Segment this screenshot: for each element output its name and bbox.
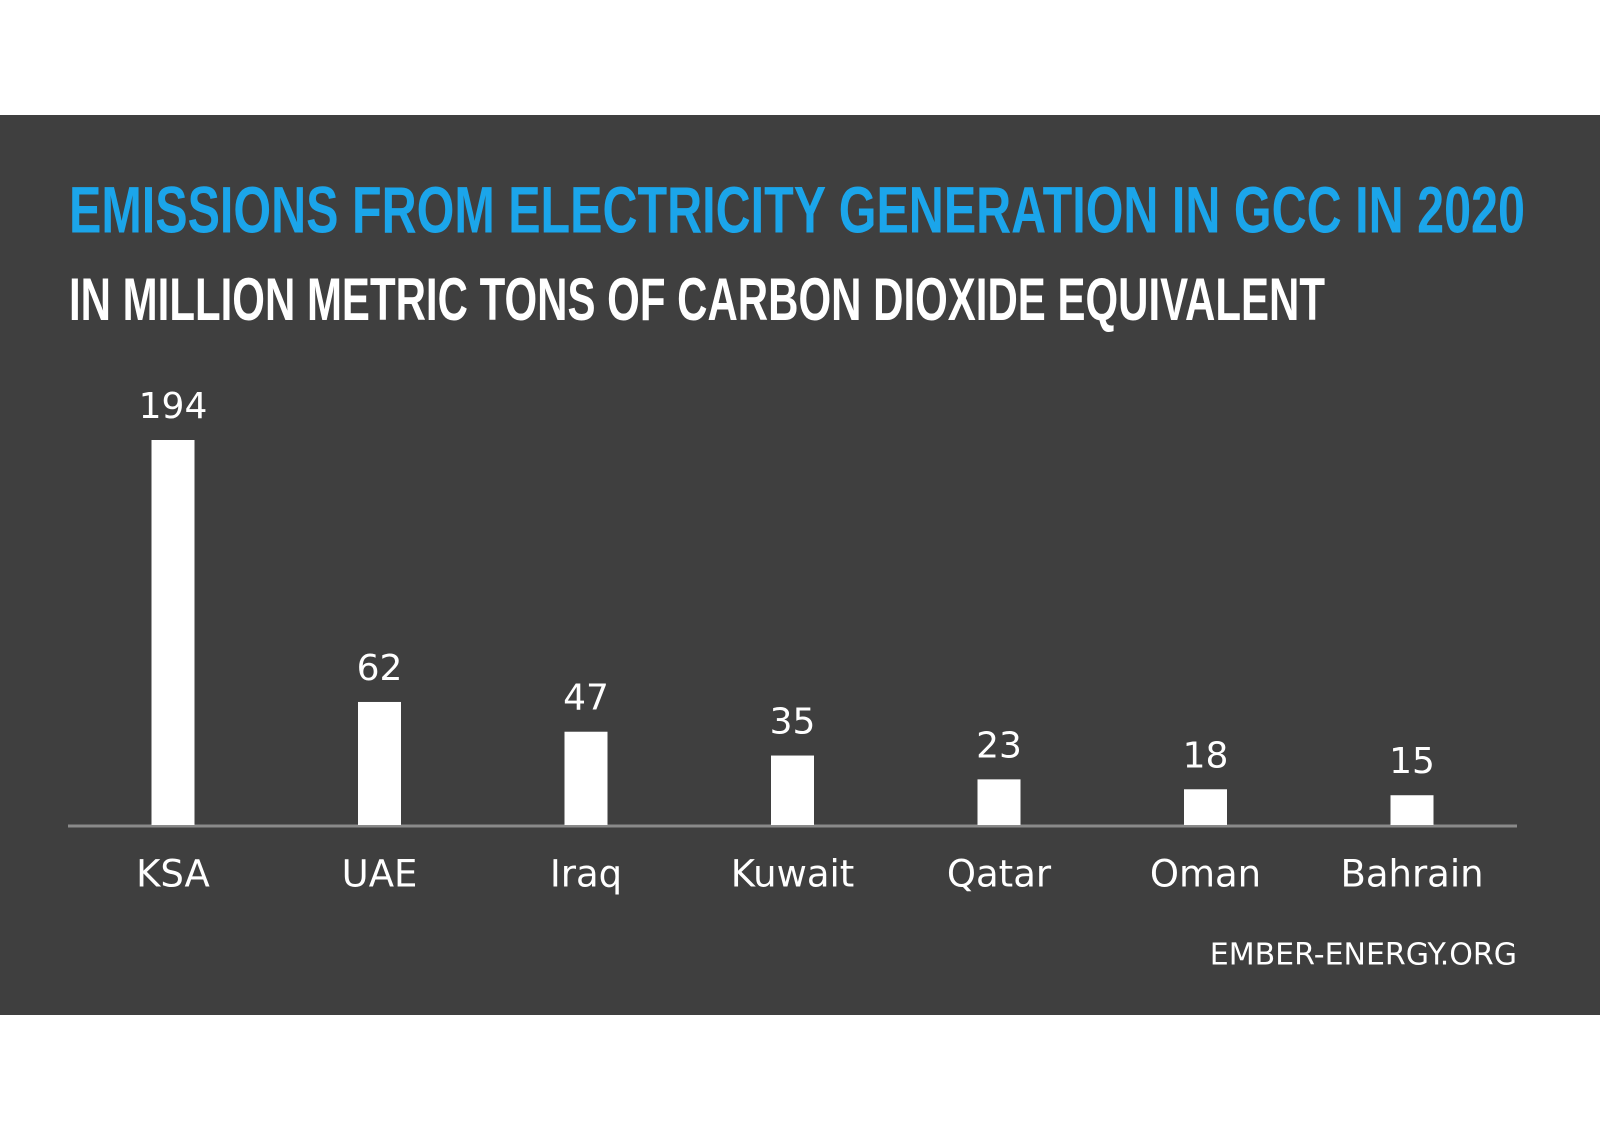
value-label: 23 (976, 725, 1022, 766)
x-tick-label: Qatar (947, 853, 1052, 896)
bar (151, 440, 195, 825)
source: EMBER-ENERGY.ORG (1210, 938, 1517, 973)
chart-subtitle: IN MILLION METRIC TONS OF CARBON DIOXIDE… (69, 266, 1325, 333)
bar (1184, 789, 1227, 825)
chart-panel (0, 115, 1600, 1015)
bar (771, 755, 814, 825)
value-label: 62 (357, 648, 403, 689)
value-label: 15 (1389, 741, 1435, 782)
value-label: 194 (139, 386, 208, 427)
x-tick-label: Kuwait (731, 853, 855, 896)
x-tick-label: Bahrain (1340, 853, 1483, 896)
x-tick-label: Oman (1150, 853, 1261, 896)
bar (977, 779, 1021, 825)
value-label: 47 (563, 678, 609, 719)
x-tick-label: UAE (342, 853, 418, 896)
x-tick-label: KSA (136, 853, 210, 896)
value-label: 18 (1183, 735, 1229, 776)
bar (358, 701, 401, 825)
bar (1390, 795, 1434, 825)
bar (564, 731, 608, 825)
value-label: 35 (770, 702, 816, 743)
chart-title: EMISSIONS FROM ELECTRICITY GENERATION IN… (69, 172, 1525, 246)
x-tick-label: Iraq (550, 853, 622, 896)
